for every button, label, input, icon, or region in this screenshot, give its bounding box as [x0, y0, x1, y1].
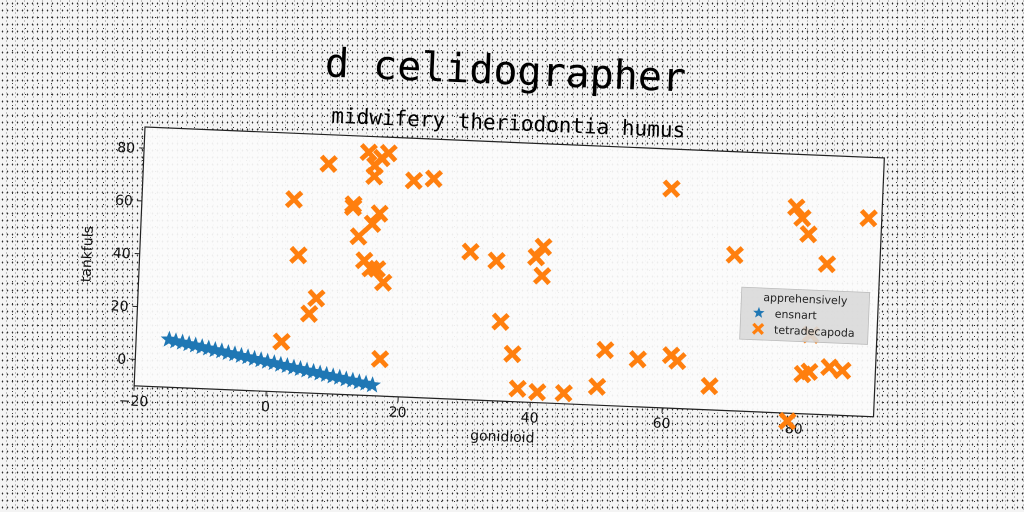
plot-frame	[134, 127, 884, 417]
x-tick-label: 0	[261, 399, 271, 415]
legend: apprehensively ensnart tetradecapoda	[740, 287, 870, 344]
x-axis-label: gonidioid	[470, 428, 535, 447]
x-tick-label: 40	[520, 410, 538, 427]
y-tick-label: 20	[110, 298, 128, 315]
y-axis-label: tankfuls	[78, 226, 96, 283]
y-tick-label: 40	[113, 246, 131, 263]
legend-label-ensnart: ensnart	[774, 308, 817, 323]
x-tick-label: −20	[118, 393, 148, 410]
y-tick-label: 0	[117, 352, 127, 368]
y-tick-label: 80	[117, 140, 135, 157]
y-tick-label: 60	[115, 193, 133, 210]
chart-title: d celidographer	[324, 40, 687, 101]
x-tick-label: 20	[388, 404, 406, 421]
x-tick-label: 60	[652, 416, 670, 433]
